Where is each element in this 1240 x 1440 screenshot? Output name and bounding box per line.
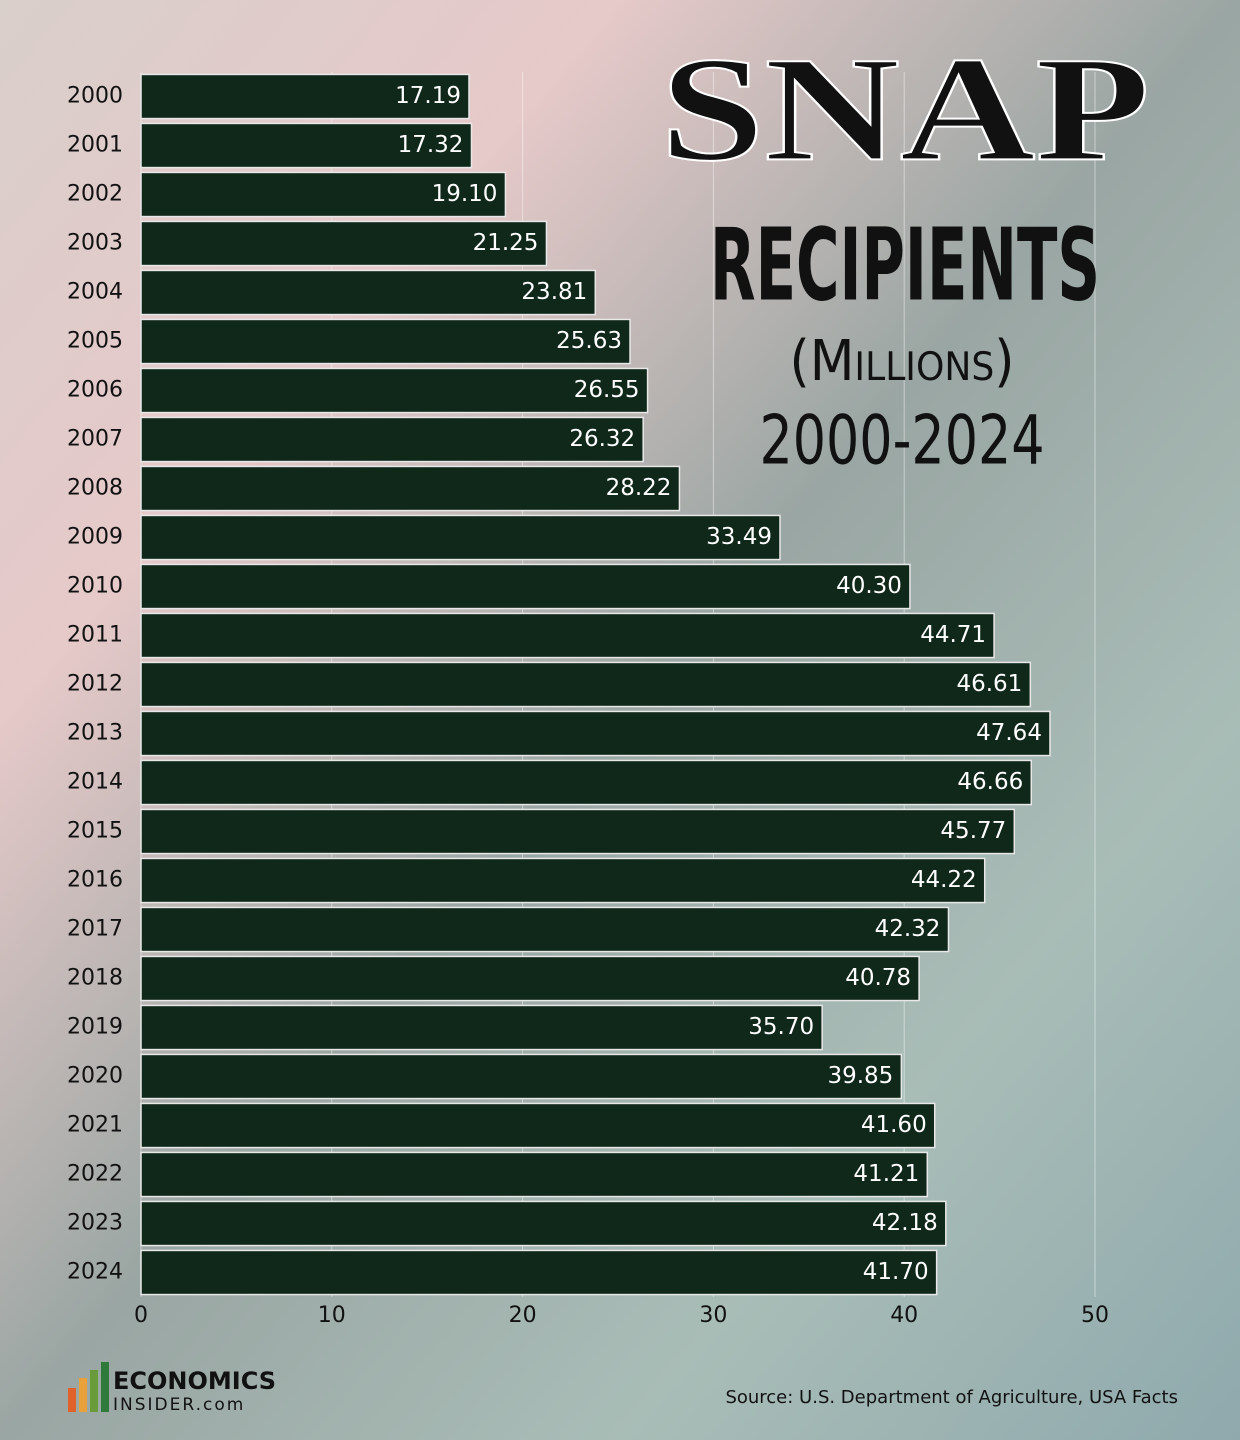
value-label: 42.18 [872,1210,938,1236]
y-tick-label: 2006 [67,378,123,403]
title-main: SNAP [660,26,1150,192]
y-tick-label: 2022 [67,1162,123,1187]
bar [140,1249,938,1296]
value-label: 41.21 [853,1161,919,1187]
title-line: RECIPIENTS [710,206,1100,323]
bar [140,1102,936,1149]
bar [140,612,995,659]
bar [140,808,1016,855]
bar [140,759,1033,806]
y-tick-label: 2004 [67,280,123,305]
x-tick-label: 0 [134,1303,148,1328]
y-tick-label: 2002 [67,182,123,207]
bar [140,416,644,463]
x-tick-label: 50 [1081,1303,1109,1328]
y-tick-label: 2017 [67,917,123,942]
value-label: 40.78 [845,965,911,991]
bar [140,1004,823,1051]
y-tick-label: 2011 [67,623,123,648]
logo-bar [68,1388,76,1412]
value-label: 41.70 [863,1259,929,1285]
value-label: 40.30 [836,573,902,599]
bar [140,269,597,316]
y-tick-label: 2019 [67,1015,123,1040]
value-label: 26.32 [569,426,635,452]
value-label: 44.71 [920,622,986,648]
value-label: 17.19 [395,83,461,109]
value-label: 42.32 [875,916,941,942]
value-label: 21.25 [473,230,539,256]
logo: ECONOMICS INSIDER.com [68,1362,276,1415]
value-label: 41.60 [861,1112,927,1138]
y-tick-label: 2009 [67,525,123,550]
bar [140,465,681,512]
y-tick-label: 2001 [67,133,123,158]
logo-text: ECONOMICS [113,1367,276,1395]
y-tick-label: 2013 [67,721,123,746]
bar [140,318,631,365]
bar [140,367,649,414]
value-label: 23.81 [521,279,587,305]
bar [140,73,470,120]
logo-text: INSIDER.com [113,1395,245,1415]
value-label: 47.64 [976,720,1042,746]
y-tick-label: 2015 [67,819,123,844]
y-tick-label: 2005 [67,329,123,354]
y-tick-label: 2014 [67,770,123,795]
value-label: 19.10 [432,181,498,207]
title-range: 2000-2024 [760,402,1045,481]
y-tick-label: 2008 [67,476,123,501]
y-tick-label: 2018 [67,966,123,991]
y-tick-label: 2007 [67,427,123,452]
bar [140,1053,903,1100]
bar [140,661,1032,708]
x-tick-label: 20 [509,1303,537,1328]
bar [140,514,781,561]
title-unit: (Millions) [790,329,1015,394]
bar [140,857,986,904]
y-tick-label: 2003 [67,231,123,256]
y-tick-label: 2016 [67,868,123,893]
y-tick-label: 2023 [67,1211,123,1236]
value-label: 44.22 [911,867,977,893]
bar [140,1200,947,1247]
value-label: 26.55 [574,377,640,403]
bar [140,171,507,218]
x-tick-label: 30 [699,1303,727,1328]
value-label: 25.63 [556,328,622,354]
bar [140,955,920,1002]
value-label: 17.32 [398,132,464,158]
value-label: 45.77 [940,818,1006,844]
x-tick-label: 40 [890,1303,918,1328]
logo-bar [79,1378,87,1412]
bar [140,710,1051,757]
bar [140,563,911,610]
source: Source: U.S. Department of Agriculture, … [725,1387,1178,1408]
bar [140,220,548,267]
logo-bar [90,1370,98,1412]
bar [140,1151,929,1198]
y-tick-label: 2012 [67,672,123,697]
y-tick-label: 2020 [67,1064,123,1089]
y-tick-label: 2024 [67,1260,123,1285]
value-label: 46.61 [956,671,1022,697]
x-tick-label: 10 [318,1303,346,1328]
y-tick-label: 2000 [67,84,123,109]
y-tick-label: 2021 [67,1113,123,1138]
bar [140,906,950,953]
logo-bar [101,1362,109,1412]
value-label: 46.66 [957,769,1023,795]
y-tick-label: 2010 [67,574,123,599]
value-label: 39.85 [827,1063,893,1089]
value-label: 33.49 [706,524,772,550]
bar [140,122,473,169]
value-label: 28.22 [606,475,672,501]
value-label: 35.70 [748,1014,814,1040]
bars: 17.19 17.32 19.10 21.25 23.81 25.63 26.55 26.32… [140,73,1051,1296]
